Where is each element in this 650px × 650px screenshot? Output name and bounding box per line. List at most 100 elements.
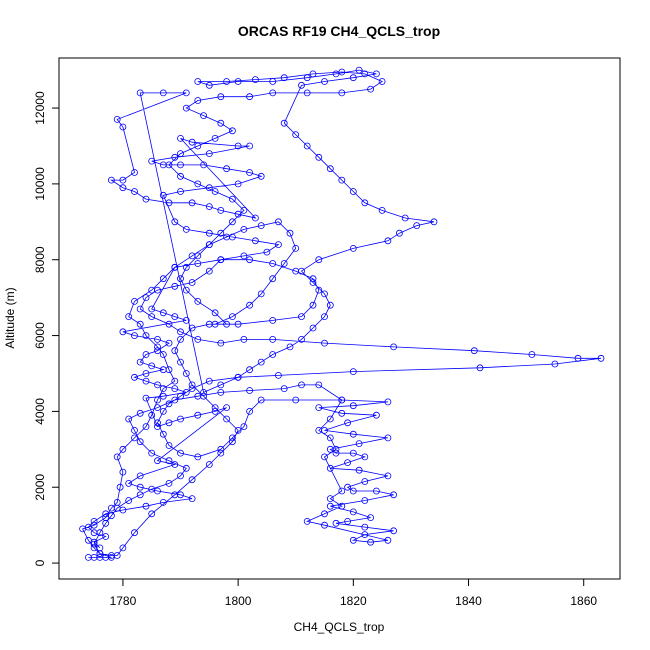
data-point (177, 358, 184, 366)
data-point (177, 449, 184, 457)
data-point (211, 407, 219, 415)
data-point (384, 434, 392, 442)
data-point (223, 415, 231, 423)
data-point (154, 286, 161, 294)
data-point (177, 150, 184, 158)
data-point (298, 381, 305, 389)
data-point (274, 218, 282, 226)
data-point (349, 74, 357, 82)
y-axis: 0 2000 4000 6000 8000 10000 12000 (33, 91, 60, 566)
data-point (303, 142, 311, 150)
x-tick-label: 1820 (340, 594, 367, 608)
data-point (597, 354, 605, 362)
data-point (154, 423, 161, 431)
data-point (349, 188, 357, 195)
data-point (85, 523, 92, 531)
data-point (136, 472, 144, 480)
data-point (205, 81, 213, 89)
data-point (217, 256, 225, 264)
data-point (349, 368, 357, 376)
data-point (298, 81, 305, 89)
data-point (131, 529, 138, 537)
data-point (142, 394, 150, 402)
data-point (131, 332, 138, 340)
data-point (257, 222, 265, 230)
data-point (205, 203, 213, 211)
data-point (298, 335, 305, 343)
data-point (355, 440, 363, 448)
y-tick-label: 0 (33, 559, 47, 566)
y-tick-label: 2000 (33, 474, 47, 501)
data-point (234, 180, 242, 188)
data-point (159, 191, 167, 199)
data-point (159, 275, 167, 283)
data-point (125, 497, 133, 504)
data-point (326, 495, 334, 503)
data-point (171, 461, 179, 468)
data-point (321, 78, 328, 85)
data-point (269, 260, 277, 267)
data-point (171, 377, 179, 385)
data-point (321, 313, 328, 321)
data-point (154, 487, 161, 495)
data-point (321, 290, 328, 298)
data-point (205, 150, 213, 158)
data-point (574, 354, 582, 362)
data-point (298, 267, 305, 275)
data-point (338, 89, 346, 97)
data-point (332, 445, 340, 453)
data-point (309, 301, 317, 309)
data-point (154, 381, 161, 389)
y-axis-label: Altitude (m) (3, 287, 17, 348)
data-point (188, 324, 196, 332)
data-point (269, 275, 277, 283)
data-point (131, 169, 138, 176)
data-point (113, 453, 121, 461)
data-point (326, 415, 334, 423)
data-point (142, 195, 150, 203)
data-point (251, 237, 259, 245)
data-point (361, 497, 369, 504)
data-point (217, 449, 225, 457)
data-point (228, 434, 236, 442)
data-point (344, 459, 352, 467)
data-point (194, 97, 202, 104)
data-point (217, 339, 225, 347)
data-point (344, 419, 352, 427)
data-point (159, 385, 167, 393)
data-point (240, 423, 248, 431)
y-tick-label: 6000 (33, 322, 47, 349)
data-point (367, 514, 375, 521)
data-point (528, 351, 536, 358)
data-point (165, 320, 173, 328)
data-point (234, 373, 242, 381)
data-point (378, 78, 386, 85)
data-point (200, 161, 208, 169)
data-point (165, 199, 173, 207)
data-point (217, 445, 225, 453)
data-point (119, 176, 127, 184)
data-point (171, 263, 179, 271)
data-point (234, 78, 242, 85)
data-point (182, 104, 190, 112)
data-point (384, 398, 392, 406)
data-point (154, 457, 161, 465)
data-point (142, 332, 150, 340)
data-point (188, 199, 196, 207)
data-point (384, 472, 392, 480)
data-point (315, 381, 323, 389)
y-tick-label: 4000 (33, 398, 47, 425)
data-point (177, 392, 184, 400)
data-point (298, 313, 305, 321)
data-point (188, 495, 196, 503)
data-point (125, 479, 133, 487)
data-point (194, 453, 202, 461)
data-point (274, 241, 282, 249)
data-point (234, 142, 242, 150)
data-point (102, 510, 110, 518)
data-point (177, 415, 184, 423)
data-point (165, 442, 173, 449)
data-point (142, 370, 150, 377)
data-point (154, 343, 161, 351)
data-point (246, 93, 254, 101)
